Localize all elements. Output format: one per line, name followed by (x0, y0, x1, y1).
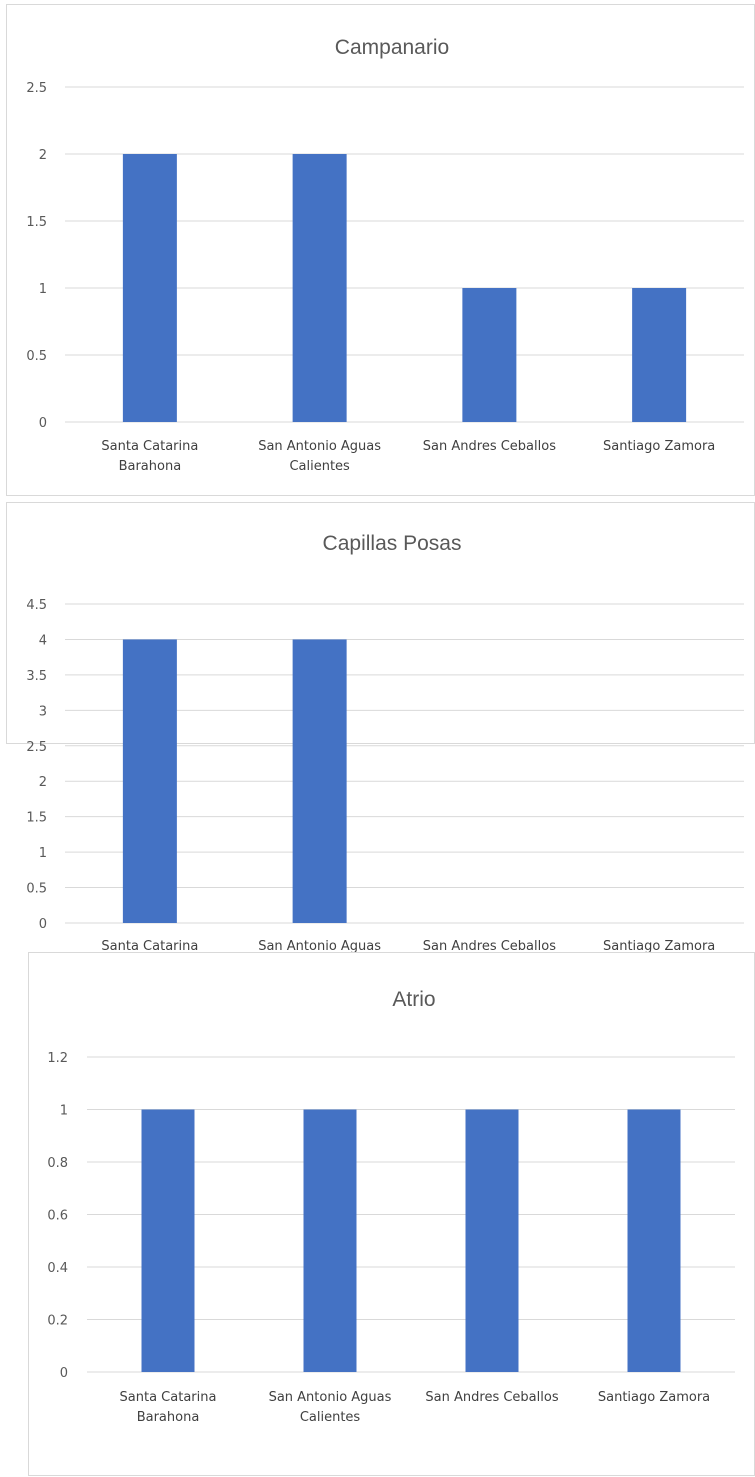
y-tick-label: 3.5 (26, 669, 47, 684)
chart-panel-campanario: Campanario 0 0.5 1 1.5 2 2.5 Santa Catarina Bar… (6, 4, 755, 496)
y-tick-label: 1 (60, 1104, 68, 1119)
y-tick-label: 0.5 (26, 349, 47, 364)
x-category-label-line: Santiago Zamora (603, 439, 715, 454)
y-tick-label: 3 (39, 704, 47, 719)
x-category-label: San Antonio Aguas Calientes (269, 1390, 392, 1425)
x-category-label-line: Barahona (137, 1410, 200, 1425)
x-category-label: Santiago Zamora (603, 939, 715, 954)
bar (122, 639, 177, 923)
y-tick-label: 1.2 (47, 1051, 68, 1066)
y-tick-label: 1 (39, 282, 47, 297)
y-tick-label: 1.5 (26, 215, 47, 230)
y-tick-label: 2.5 (26, 740, 47, 755)
x-category-label-line: Santiago Zamora (598, 1390, 710, 1405)
y-tick-label: 4 (39, 633, 47, 648)
x-category-label-line: San Antonio Aguas (269, 1390, 392, 1405)
x-category-label-line: Calientes (300, 1410, 361, 1425)
y-tick-label: 0.2 (47, 1314, 68, 1329)
bar (122, 154, 177, 422)
y-tick-label: 1 (39, 846, 47, 861)
x-category-label-line: San Andres Ceballos (423, 939, 556, 954)
y-tick-label: 0.6 (47, 1209, 68, 1224)
y-tick-label: 2.5 (26, 81, 47, 96)
chart-atrio: Atrio 0 0.2 0.4 0.6 0.8 1 1.2 Santa Catarina Bar… (47, 988, 735, 1425)
x-category-label-line: San Antonio Aguas (258, 439, 381, 454)
y-tick-label: 0 (60, 1366, 68, 1381)
x-category-label: Santiago Zamora (603, 439, 715, 454)
x-category-label: Santiago Zamora (598, 1390, 710, 1405)
x-category-label-line: San Andres Ceballos (423, 439, 556, 454)
x-category-label: San Andres Ceballos (423, 939, 556, 954)
x-category-label-line: San Antonio Aguas (258, 939, 381, 954)
x-category-label-line: Santa Catarina (101, 439, 198, 454)
y-tick-label: 0.8 (47, 1156, 68, 1171)
chart-panel-atrio: Atrio 0 0.2 0.4 0.6 0.8 1 1.2 Santa Catarina Bar… (28, 952, 755, 1476)
chart-title: Atrio (392, 988, 435, 1011)
x-category-label: San Andres Ceballos (425, 1390, 558, 1405)
chart-title: Campanario (335, 36, 449, 59)
chart-capillas-posas: Capillas Posas 0 0.5 1 1.5 2 2.5 3 3.5 4 4.5 Santa… (26, 532, 744, 974)
chart-campanario: Campanario 0 0.5 1 1.5 2 2.5 Santa Catarina Bar… (26, 36, 744, 474)
x-category-label: Santa Catarina Barahona (101, 439, 198, 474)
y-tick-label: 2 (39, 775, 47, 790)
bar (141, 1109, 195, 1372)
bar (462, 288, 517, 422)
chart-panel-capillas-posas: Capillas Posas 0 0.5 1 1.5 2 2.5 3 3.5 4 4.5 Santa… (6, 502, 755, 974)
y-tick-label: 4.5 (26, 598, 47, 613)
y-tick-label: 2 (39, 148, 47, 163)
x-category-label-line: San Andres Ceballos (425, 1390, 558, 1405)
y-tick-label: 0 (39, 416, 47, 431)
bar (632, 288, 687, 422)
x-category-label-line: Santa Catarina (101, 939, 198, 954)
bar (627, 1109, 681, 1372)
chart-title: Capillas Posas (323, 532, 462, 555)
bar (303, 1109, 357, 1372)
x-category-label-line: Calientes (289, 459, 350, 474)
x-category-label: San Andres Ceballos (423, 439, 556, 454)
bar (292, 154, 347, 422)
x-category-label-line: Santiago Zamora (603, 939, 715, 954)
x-category-label-line: Barahona (119, 459, 182, 474)
y-tick-label: 0 (39, 917, 47, 932)
x-category-label: San Antonio Aguas Calientes (258, 439, 381, 474)
y-tick-label: 1.5 (26, 811, 47, 826)
x-category-label-line: Santa Catarina (120, 1390, 217, 1405)
bar (465, 1109, 519, 1372)
y-tick-label: 0.5 (26, 882, 47, 897)
bar (292, 639, 347, 923)
x-category-label: Santa Catarina Barahona (120, 1390, 217, 1425)
y-tick-label: 0.4 (47, 1261, 68, 1276)
